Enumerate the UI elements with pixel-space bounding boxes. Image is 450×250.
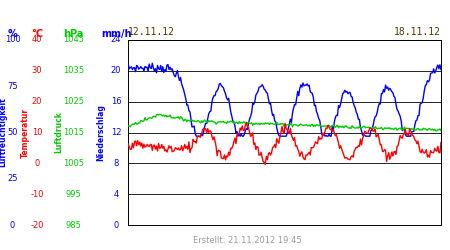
Text: 75: 75	[7, 82, 18, 91]
Text: 24: 24	[111, 36, 122, 44]
Text: hPa: hPa	[63, 29, 84, 39]
Text: 1035: 1035	[63, 66, 84, 75]
Text: 995: 995	[66, 190, 81, 199]
Text: 1005: 1005	[63, 159, 84, 168]
Text: 25: 25	[7, 174, 18, 183]
Text: 16: 16	[111, 97, 122, 106]
Text: -10: -10	[30, 190, 44, 199]
Text: °C: °C	[31, 29, 43, 39]
Text: 0: 0	[10, 220, 15, 230]
Text: 0: 0	[113, 220, 119, 230]
Text: 20: 20	[111, 66, 122, 75]
Text: 30: 30	[32, 66, 42, 75]
Text: Niederschlag: Niederschlag	[97, 104, 106, 161]
Text: 1025: 1025	[63, 97, 84, 106]
Text: Erstellt: 21.11.2012 19:45: Erstellt: 21.11.2012 19:45	[193, 236, 302, 245]
Text: 985: 985	[65, 220, 81, 230]
Text: 50: 50	[7, 128, 18, 137]
Text: %: %	[8, 29, 18, 39]
Text: 1015: 1015	[63, 128, 84, 137]
Text: 100: 100	[4, 36, 21, 44]
Text: 12: 12	[111, 128, 122, 137]
Text: Luftdruck: Luftdruck	[54, 112, 63, 154]
Text: 20: 20	[32, 97, 42, 106]
Text: 40: 40	[32, 36, 42, 44]
Text: Temperatur: Temperatur	[21, 108, 30, 158]
Text: 4: 4	[113, 190, 119, 199]
Text: 12.11.12: 12.11.12	[128, 27, 175, 37]
Text: 1045: 1045	[63, 36, 84, 44]
Text: -20: -20	[30, 220, 44, 230]
Text: 8: 8	[113, 159, 119, 168]
Text: 10: 10	[32, 128, 42, 137]
Text: 18.11.12: 18.11.12	[394, 27, 441, 37]
Text: 0: 0	[34, 159, 40, 168]
Text: mm/h: mm/h	[101, 29, 131, 39]
Text: Luftfeuchtigkeit: Luftfeuchtigkeit	[0, 98, 7, 168]
